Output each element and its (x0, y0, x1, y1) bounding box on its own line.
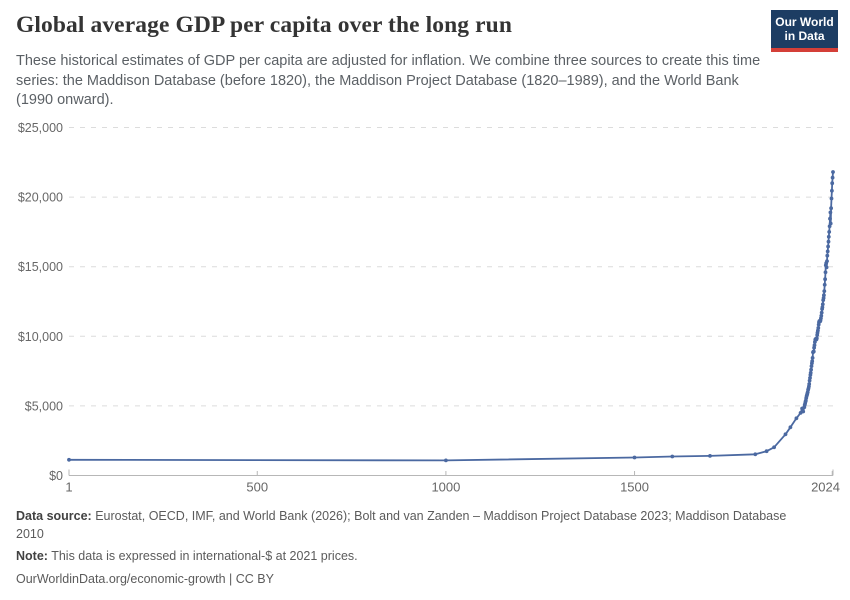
series-line-world (68, 171, 834, 462)
data-point (820, 305, 825, 310)
data-point (826, 234, 831, 239)
data-point (826, 244, 830, 249)
x-axis-tick-label: 1000 (431, 480, 460, 495)
chart-subtitle: These historical estimates of GDP per ca… (16, 53, 761, 108)
data-point (830, 181, 835, 186)
y-axis-tick-label: $20,000 (18, 191, 63, 205)
y-axis-tick-label: $10,000 (18, 330, 63, 344)
note-text: This data is expressed in international-… (47, 549, 358, 563)
note-label: Note: (16, 549, 48, 563)
data-point (829, 206, 833, 211)
data-point (794, 416, 799, 421)
x-axis-tick-label: 500 (246, 480, 268, 495)
owid-logo-line2: in Data (784, 29, 825, 43)
data-point (830, 175, 835, 180)
y-axis-tick-label: $5,000 (25, 399, 63, 413)
data-point (753, 452, 758, 457)
data-point (823, 270, 828, 275)
data-point (831, 170, 835, 174)
x-axis-tick-label: 1 (65, 480, 72, 495)
data-point (825, 253, 830, 258)
data-point (783, 432, 788, 437)
data-point (811, 349, 816, 354)
data-source-label: Data source: (16, 509, 92, 523)
data-point (828, 210, 833, 215)
data-point (788, 425, 793, 430)
data-point (764, 449, 769, 454)
data-point (814, 336, 819, 341)
data-point (670, 454, 675, 459)
data-point (810, 359, 815, 363)
data-point (809, 367, 813, 372)
data-source-text: Eurostat, OECD, IMF, and World Bank (202… (16, 509, 787, 541)
y-axis-tick-label: $25,000 (18, 121, 63, 135)
data-point (444, 458, 448, 463)
data-point (67, 457, 71, 462)
data-point (820, 302, 825, 307)
data-point (819, 313, 824, 318)
data-point (822, 282, 827, 287)
data-point (772, 445, 776, 450)
data-point (808, 376, 812, 380)
data-source-line: Data source: Eurostat, OECD, IMF, and Wo… (16, 508, 816, 543)
data-point (708, 454, 712, 458)
data-point (830, 188, 834, 193)
data-point (823, 277, 827, 282)
data-point (807, 382, 812, 386)
x-axis-tick-label: 1500 (620, 480, 649, 495)
data-point (822, 293, 826, 298)
data-point (809, 364, 814, 368)
data-point (826, 239, 831, 244)
page-title: Global average GDP per capita over the l… (16, 12, 512, 38)
chart-footer: Data source: Eurostat, OECD, IMF, and Wo… (16, 508, 816, 588)
data-point (825, 259, 829, 263)
data-point (808, 370, 813, 375)
x-axis-tick-label: 2024 (811, 480, 840, 495)
data-point (827, 230, 832, 234)
data-point (819, 310, 824, 315)
owid-logo-badge[interactable]: Our World in Data (771, 10, 838, 52)
data-point (829, 196, 834, 201)
note-line: Note: This data is expressed in internat… (16, 548, 816, 566)
y-axis-tick-label: $0 (49, 469, 63, 483)
data-point (816, 326, 821, 330)
owid-logo-line1: Our World (775, 15, 834, 29)
data-point (810, 356, 815, 360)
data-point (801, 409, 806, 414)
data-point (824, 265, 829, 270)
data-point (632, 455, 637, 460)
data-point (828, 221, 833, 226)
y-axis-tick-label: $15,000 (18, 260, 63, 274)
attribution-line: OurWorldinData.org/economic-growth | CC … (16, 571, 274, 586)
data-point (812, 343, 817, 347)
data-point (828, 216, 832, 221)
data-point (822, 289, 827, 293)
data-point (825, 249, 830, 254)
data-point (821, 296, 826, 300)
